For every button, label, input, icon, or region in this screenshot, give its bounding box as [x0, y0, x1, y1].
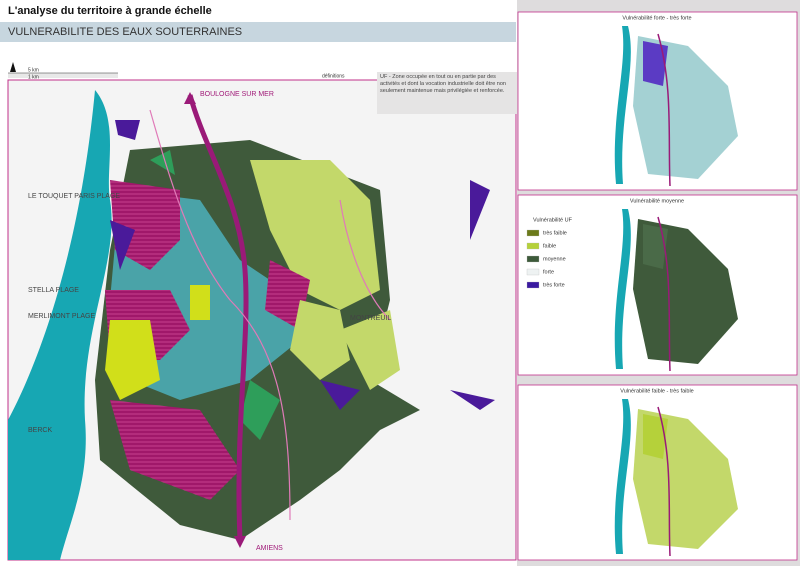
coast	[614, 26, 631, 184]
road	[657, 33, 671, 187]
legend-swatch	[526, 229, 540, 237]
place: AMIENS	[256, 545, 283, 552]
definitions-text-wrap: UF - Zone occupée en tout ou en partie p…	[380, 74, 506, 95]
legend-title: Vulnérabilité UF	[533, 217, 573, 223]
road	[657, 216, 671, 372]
panel-title: Vulnérabilité forte - très forte	[622, 15, 691, 21]
place: LE TOUQUET PARIS PLAGE	[28, 193, 120, 200]
definitions-label: définitions	[322, 73, 345, 79]
legend-label: moyenne	[543, 256, 566, 262]
scale-bar	[8, 73, 118, 78]
legend-swatch	[526, 281, 540, 289]
legend-label: forte	[543, 269, 554, 275]
legend-label: très faible	[543, 230, 567, 236]
place: BOULOGNE SUR MER	[200, 91, 274, 98]
legend-swatch	[526, 242, 540, 250]
scale-major: 5 km	[28, 67, 39, 73]
coast	[614, 399, 631, 554]
main-map	[8, 90, 495, 560]
definitions-text: UF - Zone occupée en tout ou en partie p…	[380, 74, 506, 95]
legend-swatch	[526, 268, 540, 276]
road	[657, 406, 671, 557]
title: L'analyse du territoire à grande échelle	[8, 5, 212, 17]
subtitle-band	[0, 22, 516, 42]
panel-title: Vulnérabilité moyenne	[630, 198, 684, 204]
north-arrow	[10, 62, 16, 72]
place: MONTREUIL	[350, 315, 391, 322]
place: MERLIMONT PLAGE	[28, 313, 95, 320]
panel-title: Vulnérabilité faible - très faible	[620, 388, 693, 394]
coast	[614, 209, 631, 369]
legend-label: faible	[543, 243, 556, 249]
definitions-box	[377, 72, 517, 114]
legend-label: très forte	[543, 282, 565, 288]
scale-minor: 1 km	[28, 74, 39, 80]
place: BERCK	[28, 427, 52, 434]
legend-swatch	[526, 255, 540, 263]
place: STELLA PLAGE	[28, 287, 79, 294]
subtitle: VULNERABILITE DES EAUX SOUTERRAINES	[8, 26, 242, 38]
